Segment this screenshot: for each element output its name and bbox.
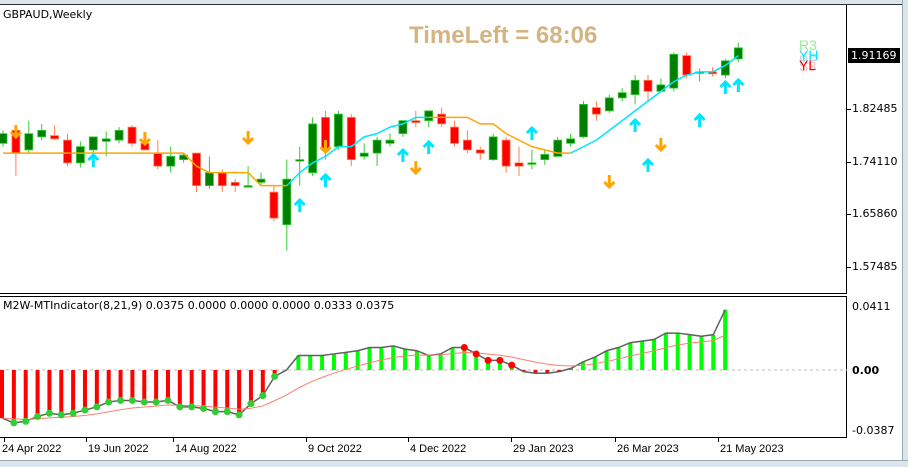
time-axis-label: 29 Jan 2023 <box>513 443 574 455</box>
indicator-axis-label: -0.0387 <box>852 424 895 437</box>
indicator-title: M2W-MTIndicator(8,21,9) 0.0375 0.0000 0.… <box>3 299 395 312</box>
time-tick <box>615 438 616 442</box>
indicator-axis-label-zero: 0.00 <box>852 364 880 377</box>
time-axis-label: 9 Oct 2022 <box>308 443 362 455</box>
current-price-tag: 1.91169 <box>848 48 900 63</box>
window-bottom-border <box>0 460 908 467</box>
price-tick <box>847 109 851 110</box>
time-axis-label: 14 Aug 2022 <box>175 443 237 455</box>
time-tick <box>718 438 719 442</box>
time-tick <box>408 438 409 442</box>
level-label-yl: YL <box>799 57 817 73</box>
timeleft-label: TimeLeft = 68:06 <box>409 22 598 49</box>
price-axis-label: 1.82485 <box>852 102 898 115</box>
time-tick <box>86 438 87 442</box>
time-axis-label: 24 Apr 2022 <box>2 443 62 455</box>
price-tick <box>847 214 851 215</box>
price-tick <box>847 267 851 268</box>
price-tick <box>847 162 851 163</box>
time-tick <box>306 438 307 442</box>
window-right-border <box>902 0 908 466</box>
indicator-axis-label: 0.0411 <box>852 300 891 313</box>
time-tick <box>4 438 5 442</box>
time-axis-label: 21 May 2023 <box>720 443 784 455</box>
level-label-yh: YH <box>799 47 819 63</box>
window-top-border <box>0 0 908 5</box>
time-axis-label: 4 Dec 2022 <box>410 443 467 455</box>
time-tick <box>511 438 512 442</box>
level-label-r3: R3 <box>799 37 817 53</box>
main-chart-pane[interactable] <box>0 5 847 294</box>
symbol-title: GBPAUD,Weekly <box>3 8 93 21</box>
level-label-s3: S3 <box>799 58 817 74</box>
price-axis-label: 1.74110 <box>852 155 898 168</box>
price-axis-label: 1.65860 <box>852 207 898 220</box>
time-axis-label: 19 Jun 2022 <box>88 443 149 455</box>
time-axis-label: 26 Mar 2023 <box>617 443 679 455</box>
indicator-pane[interactable] <box>0 296 847 438</box>
level-label-pp: PP <box>799 52 818 68</box>
price-axis-label: 1.57485 <box>852 260 898 273</box>
time-tick <box>173 438 174 442</box>
